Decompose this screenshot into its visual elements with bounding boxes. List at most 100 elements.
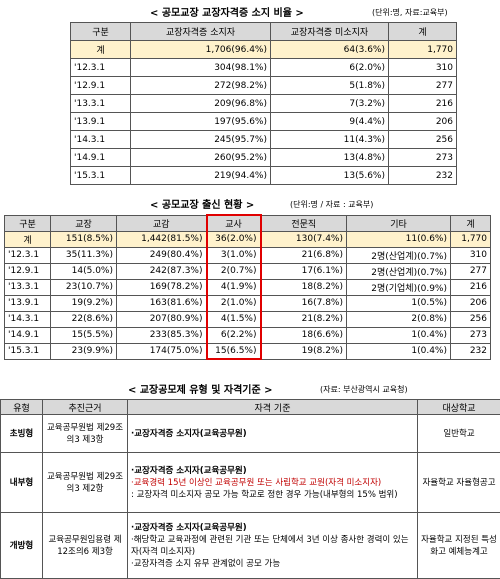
table-cell: 35(11.3%) — [50, 246, 117, 264]
criteria-line: : 교장자격 미소지자 공모 가능 학교로 정한 경우 가능(내부형의 15% … — [131, 489, 398, 500]
target-cell: 일반학교 — [417, 414, 500, 453]
table-cell: 13(4.8%) — [270, 148, 389, 167]
table-cell: 304(98.1%) — [130, 58, 271, 77]
header-cell: 구분 — [4, 214, 51, 232]
type-cell: 내부형 — [0, 452, 43, 513]
basis-cell: 교육공무원임용령 제12조의6 제3항 — [42, 512, 128, 579]
table-cell: '14.9.1 — [4, 326, 51, 344]
table-cell: 256 — [450, 310, 491, 328]
table-cell: 1,706(96.4%) — [130, 40, 271, 59]
header-cell: 교감 — [116, 214, 207, 232]
table-cell: 21(8.2%) — [260, 310, 347, 328]
table-cell: 206 — [388, 112, 457, 131]
section-title: < 공모교장 출신 현황 > — [150, 200, 255, 211]
data-table: 구분 교장자격증 소지자 교장자격증 미소지자 계 계 1,706(96.4%) 64(3.… — [70, 22, 457, 185]
table-row: '13.9.1 197(95.6%) 9(4.4%) 206 — [70, 112, 457, 131]
table-row: '12.3.1 35(11.3%) 249(80.4%) 3(1.0%) 21(6.8%… — [4, 246, 491, 264]
table-cell: 36(2.0%) — [205, 230, 262, 248]
table-row: '13.3.1 23(10.7%) 169(78.2%) 4(1.9%) 18(8.2%… — [4, 278, 491, 296]
table-cell: 130(7.4%) — [260, 230, 347, 248]
table-cell: 2명(산업계)(0.7%) — [346, 262, 451, 280]
table-cell: 3(1.0%) — [205, 246, 262, 264]
table-row: 개방형 교육공무원임용령 제12조의6 제3항 ·교장자격증 소지자(교육공무원) ·… — [0, 512, 500, 579]
section-note: (단위:명, 자료:교육부) — [372, 8, 448, 17]
table-cell: 273 — [388, 148, 457, 167]
table-cell: 242(87.3%) — [116, 262, 207, 280]
table-row: '12.3.1 304(98.1%) 6(2.0%) 310 — [70, 58, 457, 77]
section-title: < 교장공모제 유형 및 자격기준 > — [128, 385, 273, 396]
criteria-line: ·해당학교 교육과정에 관련된 기관 또는 단체에서 3년 이상 종사한 경력이… — [131, 534, 409, 557]
table-row: '14.9.1 15(5.5%) 233(85.3%) 6(2.2%) 18(6.6%)… — [4, 326, 491, 344]
type-cell: 초빙형 — [0, 414, 43, 453]
table-cell: 1,770 — [450, 230, 491, 248]
table-cell: 4(1.9%) — [205, 278, 262, 296]
table-row: '12.9.1 14(5.0%) 242(87.3%) 2(0.7%) 17(6.1%)… — [4, 262, 491, 280]
table-cell: 계 — [70, 40, 131, 59]
table-row: '15.3.1 23(9.9%) 174(75.0%) 15(6.5%) 19(8.2%… — [4, 342, 491, 360]
header-row: 구분 교장 교감 교사 전문직 기타 계 — [4, 214, 491, 232]
header-cell: 계 — [388, 22, 457, 41]
table-cell: '13.3.1 — [4, 278, 51, 296]
criteria-line: ·교육경력 15년 이상인 교육공무원 또는 사립학교 교원(자격 미소지자) — [131, 477, 382, 488]
basis-cell: 교육공무원법 제29조의3 제2항 — [42, 452, 128, 513]
table-cell: 23(9.9%) — [50, 342, 117, 360]
table-cell: 5(1.8%) — [270, 76, 389, 95]
table-cell: '14.3.1 — [70, 130, 131, 149]
table-cell: 277 — [450, 262, 491, 280]
table-cell: 245(95.7%) — [130, 130, 271, 149]
header-cell: 추진근거 — [42, 399, 128, 415]
table-row: 초빙형 교육공무원법 제29조의3 제3항 ·교장자격증 소지자(교육공무원) 일반학… — [0, 414, 500, 453]
table-cell: 232 — [388, 166, 457, 185]
table-cell: 18(8.2%) — [260, 278, 347, 296]
section-note: (단위:명 / 자료 : 교육부) — [290, 200, 374, 209]
criteria-cell: ·교장자격증 소지자(교육공무원) ·해당학교 교육과정에 관련된 기관 또는 단… — [127, 512, 418, 579]
table-cell: 1,442(81.5%) — [116, 230, 207, 248]
table-cell: 273 — [450, 326, 491, 344]
table-cell: 1(0.5%) — [346, 294, 451, 312]
table-cell: 23(10.7%) — [50, 278, 117, 296]
table-cell: 11(4.3%) — [270, 130, 389, 149]
header-cell: 구분 — [70, 22, 131, 41]
table-cell: 4(1.5%) — [205, 310, 262, 328]
table-row: '12.9.1 272(98.2%) 5(1.8%) 277 — [70, 76, 457, 95]
table-row: '13.3.1 209(96.8%) 7(3.2%) 216 — [70, 94, 457, 113]
table-row: 계 151(8.5%) 1,442(81.5%) 36(2.0%) 130(7.4%) 1… — [4, 230, 491, 248]
target-cell: 자율학교 자율형공고 — [417, 452, 500, 513]
table-cell: 197(95.6%) — [130, 112, 271, 131]
table-row: '15.3.1 219(94.4%) 13(5.6%) 232 — [70, 166, 457, 185]
table-cell: 2명(산업계)(0.7%) — [346, 246, 451, 264]
table-row: '14.9.1 260(95.2%) 13(4.8%) 273 — [70, 148, 457, 167]
basis-cell: 교육공무원법 제29조의3 제3항 — [42, 414, 128, 453]
header-cell: 교사 — [205, 214, 262, 232]
table-cell: 17(6.1%) — [260, 262, 347, 280]
header-cell: 전문직 — [260, 214, 347, 232]
table-cell: 2(1.0%) — [205, 294, 262, 312]
table-cell: '13.3.1 — [70, 94, 131, 113]
criteria-cell: ·교장자격증 소지자(교육공무원) ·교육경력 15년 이상인 교육공무원 또는 … — [127, 452, 418, 513]
table-cell: 174(75.0%) — [116, 342, 207, 360]
table-cell: 260(95.2%) — [130, 148, 271, 167]
table-cell: '12.3.1 — [4, 246, 51, 264]
section-note: (자료: 부산광역시 교육청) — [320, 385, 408, 394]
table-cell: '12.9.1 — [70, 76, 131, 95]
criteria-line: ·교장자격증 소지자(교육공무원) — [131, 428, 247, 439]
table-cell: 13(5.6%) — [270, 166, 389, 185]
table-cell: 14(5.0%) — [50, 262, 117, 280]
table-row: '14.3.1 22(8.6%) 207(80.9%) 4(1.5%) 21(8.2%)… — [4, 310, 491, 328]
table-cell: 계 — [4, 230, 51, 248]
table-cell: 233(85.3%) — [116, 326, 207, 344]
header-cell: 교장 — [50, 214, 117, 232]
table-cell: 22(8.6%) — [50, 310, 117, 328]
table-cell: 249(80.4%) — [116, 246, 207, 264]
table-cell: 9(4.4%) — [270, 112, 389, 131]
table-cell: 277 — [388, 76, 457, 95]
table-row: '13.9.1 19(9.2%) 163(81.6%) 2(1.0%) 16(7.8%)… — [4, 294, 491, 312]
table-cell: 1,770 — [388, 40, 457, 59]
table-cell: '15.3.1 — [4, 342, 51, 360]
header-row: 유형 추진근거 자격 기준 대상학교 — [0, 399, 500, 415]
criteria-line: ·교장자격증 소지자(교육공무원) — [131, 522, 247, 533]
table-cell: 6(2.2%) — [205, 326, 262, 344]
table-cell: 16(7.8%) — [260, 294, 347, 312]
section-title: < 공모교장 교장자격증 소지 비율 > — [150, 8, 304, 19]
table-cell: 21(6.8%) — [260, 246, 347, 264]
